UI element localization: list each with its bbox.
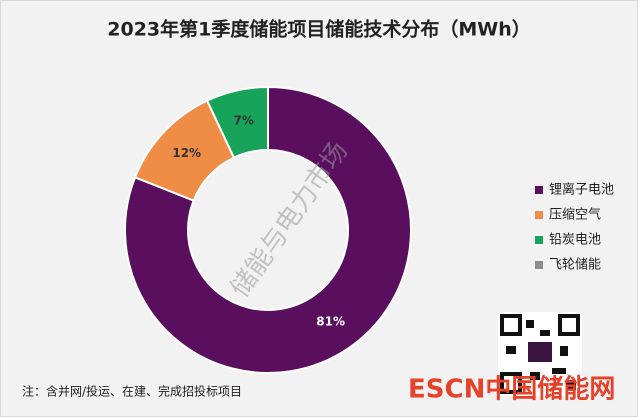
data-label: 12% [172, 146, 201, 160]
legend-swatch [535, 211, 543, 219]
legend-label: 铅炭电池 [549, 233, 601, 248]
legend-label: 锂离子电池 [549, 182, 614, 198]
legend-label: 压缩空气 [549, 207, 601, 223]
note: 注：含并网/投运、在建、完成招投标项目 [22, 384, 242, 399]
logo: ESCN中国储能网 [408, 374, 615, 405]
data-label: 7% [233, 114, 253, 128]
legend-swatch [535, 236, 543, 244]
donut-slice [124, 85, 412, 374]
qr-code [498, 312, 582, 396]
legend-swatch [535, 261, 543, 269]
data-label: 81% [316, 315, 345, 329]
legend-label: 飞轮储能 [549, 258, 601, 273]
legend-swatch [535, 186, 543, 194]
chart-title: 2023年第1季度储能项目储能技术分布（MWh） [107, 18, 531, 41]
donut-slice [205, 85, 269, 159]
